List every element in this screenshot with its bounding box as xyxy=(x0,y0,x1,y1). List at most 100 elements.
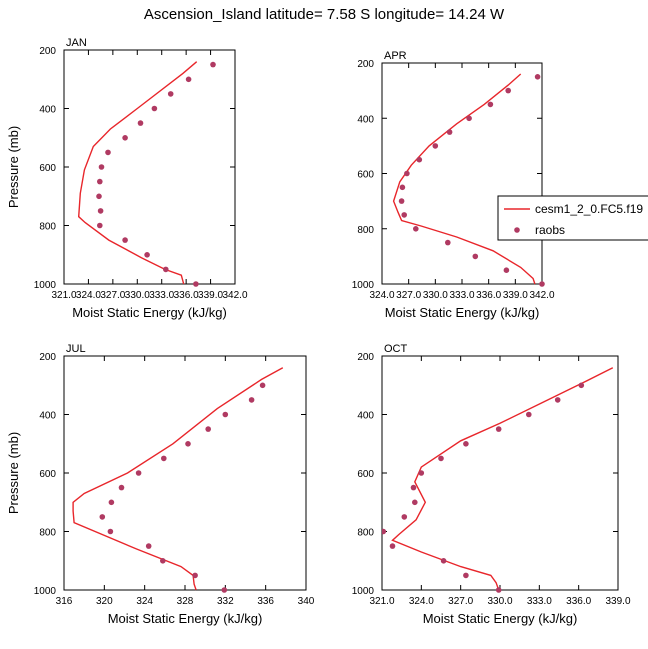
x-tick-label: 324.0 xyxy=(409,596,434,607)
raobs-point xyxy=(472,253,479,260)
x-axis-label: Moist Static Energy (kJ/kg) xyxy=(385,305,540,320)
y-tick-label: 200 xyxy=(357,59,374,70)
raobs-point xyxy=(398,198,405,204)
x-tick-label: 339.0 xyxy=(198,290,223,301)
raobs-point xyxy=(135,470,142,476)
legend-label-obs: raobs xyxy=(535,223,565,237)
raobs-point xyxy=(205,426,211,432)
x-tick-label: 336.0 xyxy=(566,596,591,607)
plot-frame xyxy=(63,49,236,285)
raobs-point xyxy=(446,129,453,135)
model-profile-line xyxy=(392,73,536,285)
y-axis-label: Pressure (mb) xyxy=(6,432,21,514)
x-tick-label: 324.0 xyxy=(369,290,394,301)
raobs-point xyxy=(413,226,419,232)
x-tick-label: 333.0 xyxy=(149,290,174,301)
panel-label: JAN xyxy=(66,37,87,49)
panel-jul: 316 320 324 328 332 336 340 200 400 600 800 1000 JUL… xyxy=(6,343,315,626)
raobs-point xyxy=(410,484,417,491)
raobs-point xyxy=(99,514,106,520)
raobs-point xyxy=(487,101,494,108)
raobs-point xyxy=(107,528,114,535)
x-tick-label: 336.0 xyxy=(476,290,501,301)
raobs-point xyxy=(440,558,447,564)
y-tick-label: 800 xyxy=(39,528,56,539)
raobs-point xyxy=(145,543,152,549)
raobs-point xyxy=(96,193,102,200)
x-tick-label: 330.0 xyxy=(423,290,448,301)
plot-frame xyxy=(63,355,307,591)
panel-label: OCT xyxy=(384,343,408,355)
raobs-point xyxy=(222,411,229,418)
raobs-point xyxy=(97,208,104,214)
raobs-point xyxy=(539,281,545,287)
raobs-point xyxy=(438,455,444,462)
panel-oct: 321.0 324.0 327.0 330.0 333.0 336.0 339.0 200 40… xyxy=(352,343,631,626)
x-axis-label: Moist Static Energy (kJ/kg) xyxy=(72,305,227,320)
y-tick-label: 800 xyxy=(357,528,374,539)
x-tick-label: 321.0 xyxy=(51,290,76,301)
raobs-point xyxy=(185,76,192,83)
y-tick-label: 1000 xyxy=(34,586,57,597)
raobs-point xyxy=(248,397,255,403)
y-tick-label: 200 xyxy=(357,352,374,363)
y-tick-label: 600 xyxy=(39,163,56,174)
y-tick-label: 400 xyxy=(39,411,56,422)
raobs-point xyxy=(412,499,418,506)
y-axis-label: Pressure (mb) xyxy=(6,126,21,208)
raobs-point xyxy=(399,184,406,191)
chart-title: Ascension_Island latitude= 7.58 S longit… xyxy=(143,6,505,23)
x-tick-label: 327.0 xyxy=(396,290,421,301)
y-tick-label: 1000 xyxy=(352,280,375,291)
y-tick-label: 600 xyxy=(357,170,374,181)
y-tick-label: 400 xyxy=(357,114,374,125)
raobs-point xyxy=(118,484,125,491)
x-tick-label: 340 xyxy=(298,596,315,607)
raobs-point xyxy=(382,528,387,535)
raobs-point xyxy=(495,426,502,432)
x-tick-label: 320 xyxy=(96,596,113,607)
x-tick-label: 327.0 xyxy=(448,596,473,607)
raobs-point xyxy=(401,212,408,218)
y-tick-label: 200 xyxy=(39,352,56,363)
x-tick-label: 342.0 xyxy=(529,290,554,301)
x-tick-label: 324 xyxy=(136,596,153,607)
y-tick-label: 800 xyxy=(357,225,374,236)
raobs-point xyxy=(122,135,128,141)
raobs-point xyxy=(505,87,512,94)
raobs-point xyxy=(554,397,561,403)
raobs-point xyxy=(210,61,216,68)
raobs-point xyxy=(389,543,396,549)
raobs-point xyxy=(416,156,423,163)
raobs-point xyxy=(97,178,103,185)
x-tick-label: 336.0 xyxy=(174,290,199,301)
raobs-point xyxy=(97,222,103,229)
y-tick-label: 800 xyxy=(39,222,56,233)
x-tick-label: 339.0 xyxy=(503,290,528,301)
raobs-point xyxy=(578,382,585,389)
y-tick-label: 1000 xyxy=(34,280,57,291)
model-profile-line xyxy=(72,367,284,591)
model-profile-line xyxy=(391,367,614,591)
raobs-point xyxy=(495,587,502,593)
raobs-point xyxy=(137,120,144,126)
raobs-point xyxy=(418,470,425,476)
raobs-point xyxy=(163,266,169,273)
legend-marker-swatch xyxy=(514,227,520,233)
x-tick-label: 332 xyxy=(217,596,234,607)
raobs-point xyxy=(221,587,228,593)
raobs-point xyxy=(160,558,166,564)
panel-label: JUL xyxy=(66,343,86,355)
y-tick-label: 600 xyxy=(39,469,56,480)
raobs-point xyxy=(463,572,469,579)
y-tick-label: 400 xyxy=(357,411,374,422)
plot-frame xyxy=(381,355,619,591)
x-tick-label: 324.0 xyxy=(76,290,101,301)
raobs-point xyxy=(432,143,439,149)
raobs-point xyxy=(463,441,469,447)
raobs-point xyxy=(161,455,167,462)
legend-label-model: cesm1_2_0.FC5.f19 xyxy=(535,202,643,216)
y-tick-label: 1000 xyxy=(352,586,375,597)
raobs-point xyxy=(192,572,198,579)
